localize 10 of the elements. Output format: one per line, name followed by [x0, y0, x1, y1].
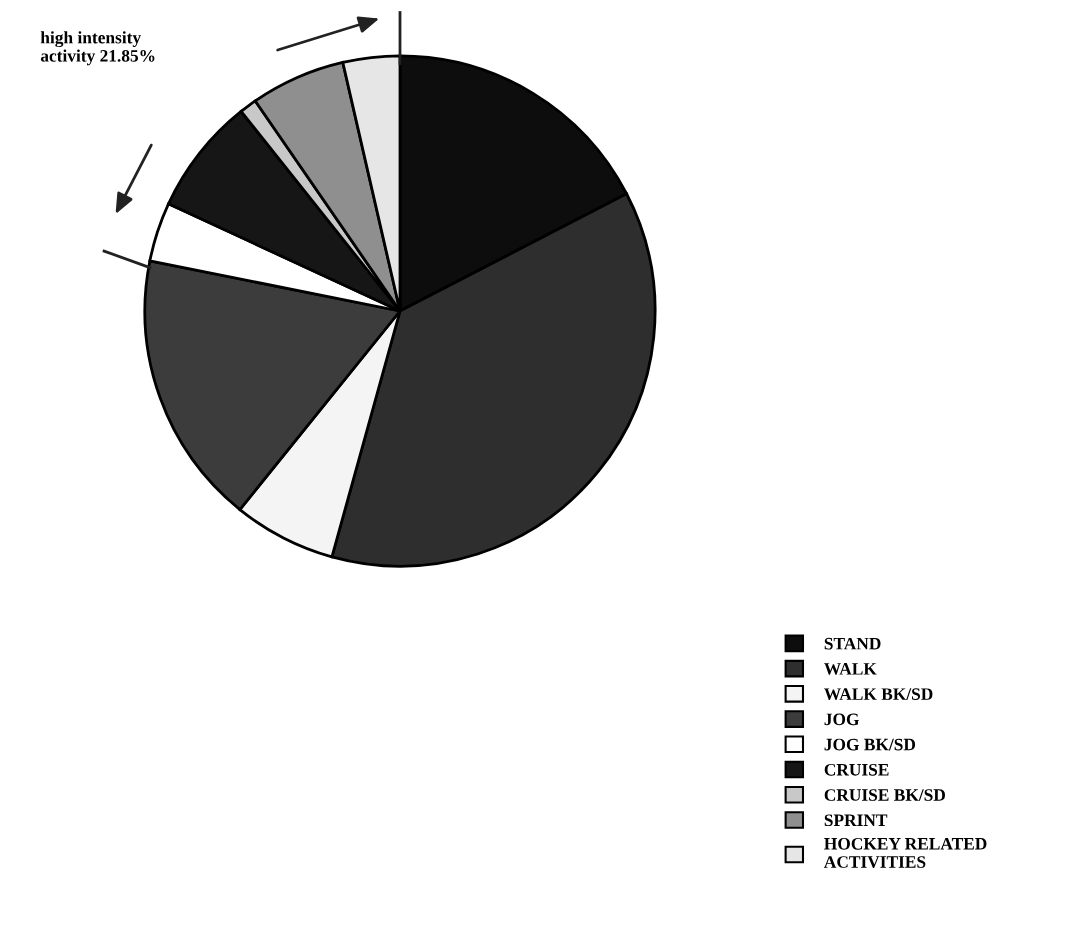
legend-label: STAND: [824, 637, 881, 650]
legend-label: JOG BK/SD: [824, 738, 916, 751]
legend-label: CRUISE: [824, 763, 889, 776]
legend-label: WALK BK/SD: [824, 688, 933, 701]
legend-label: WALK: [824, 663, 877, 675]
legend-label: CRUISE BK/SD: [824, 789, 946, 801]
text: high intensity activity 21.85%: [40, 31, 155, 66]
legend-label: JOG: [824, 713, 860, 726]
legend-label: SPRINT: [824, 814, 888, 827]
legend-label: HOCKEY RELATED ACTIVITIES: [823, 837, 987, 868]
